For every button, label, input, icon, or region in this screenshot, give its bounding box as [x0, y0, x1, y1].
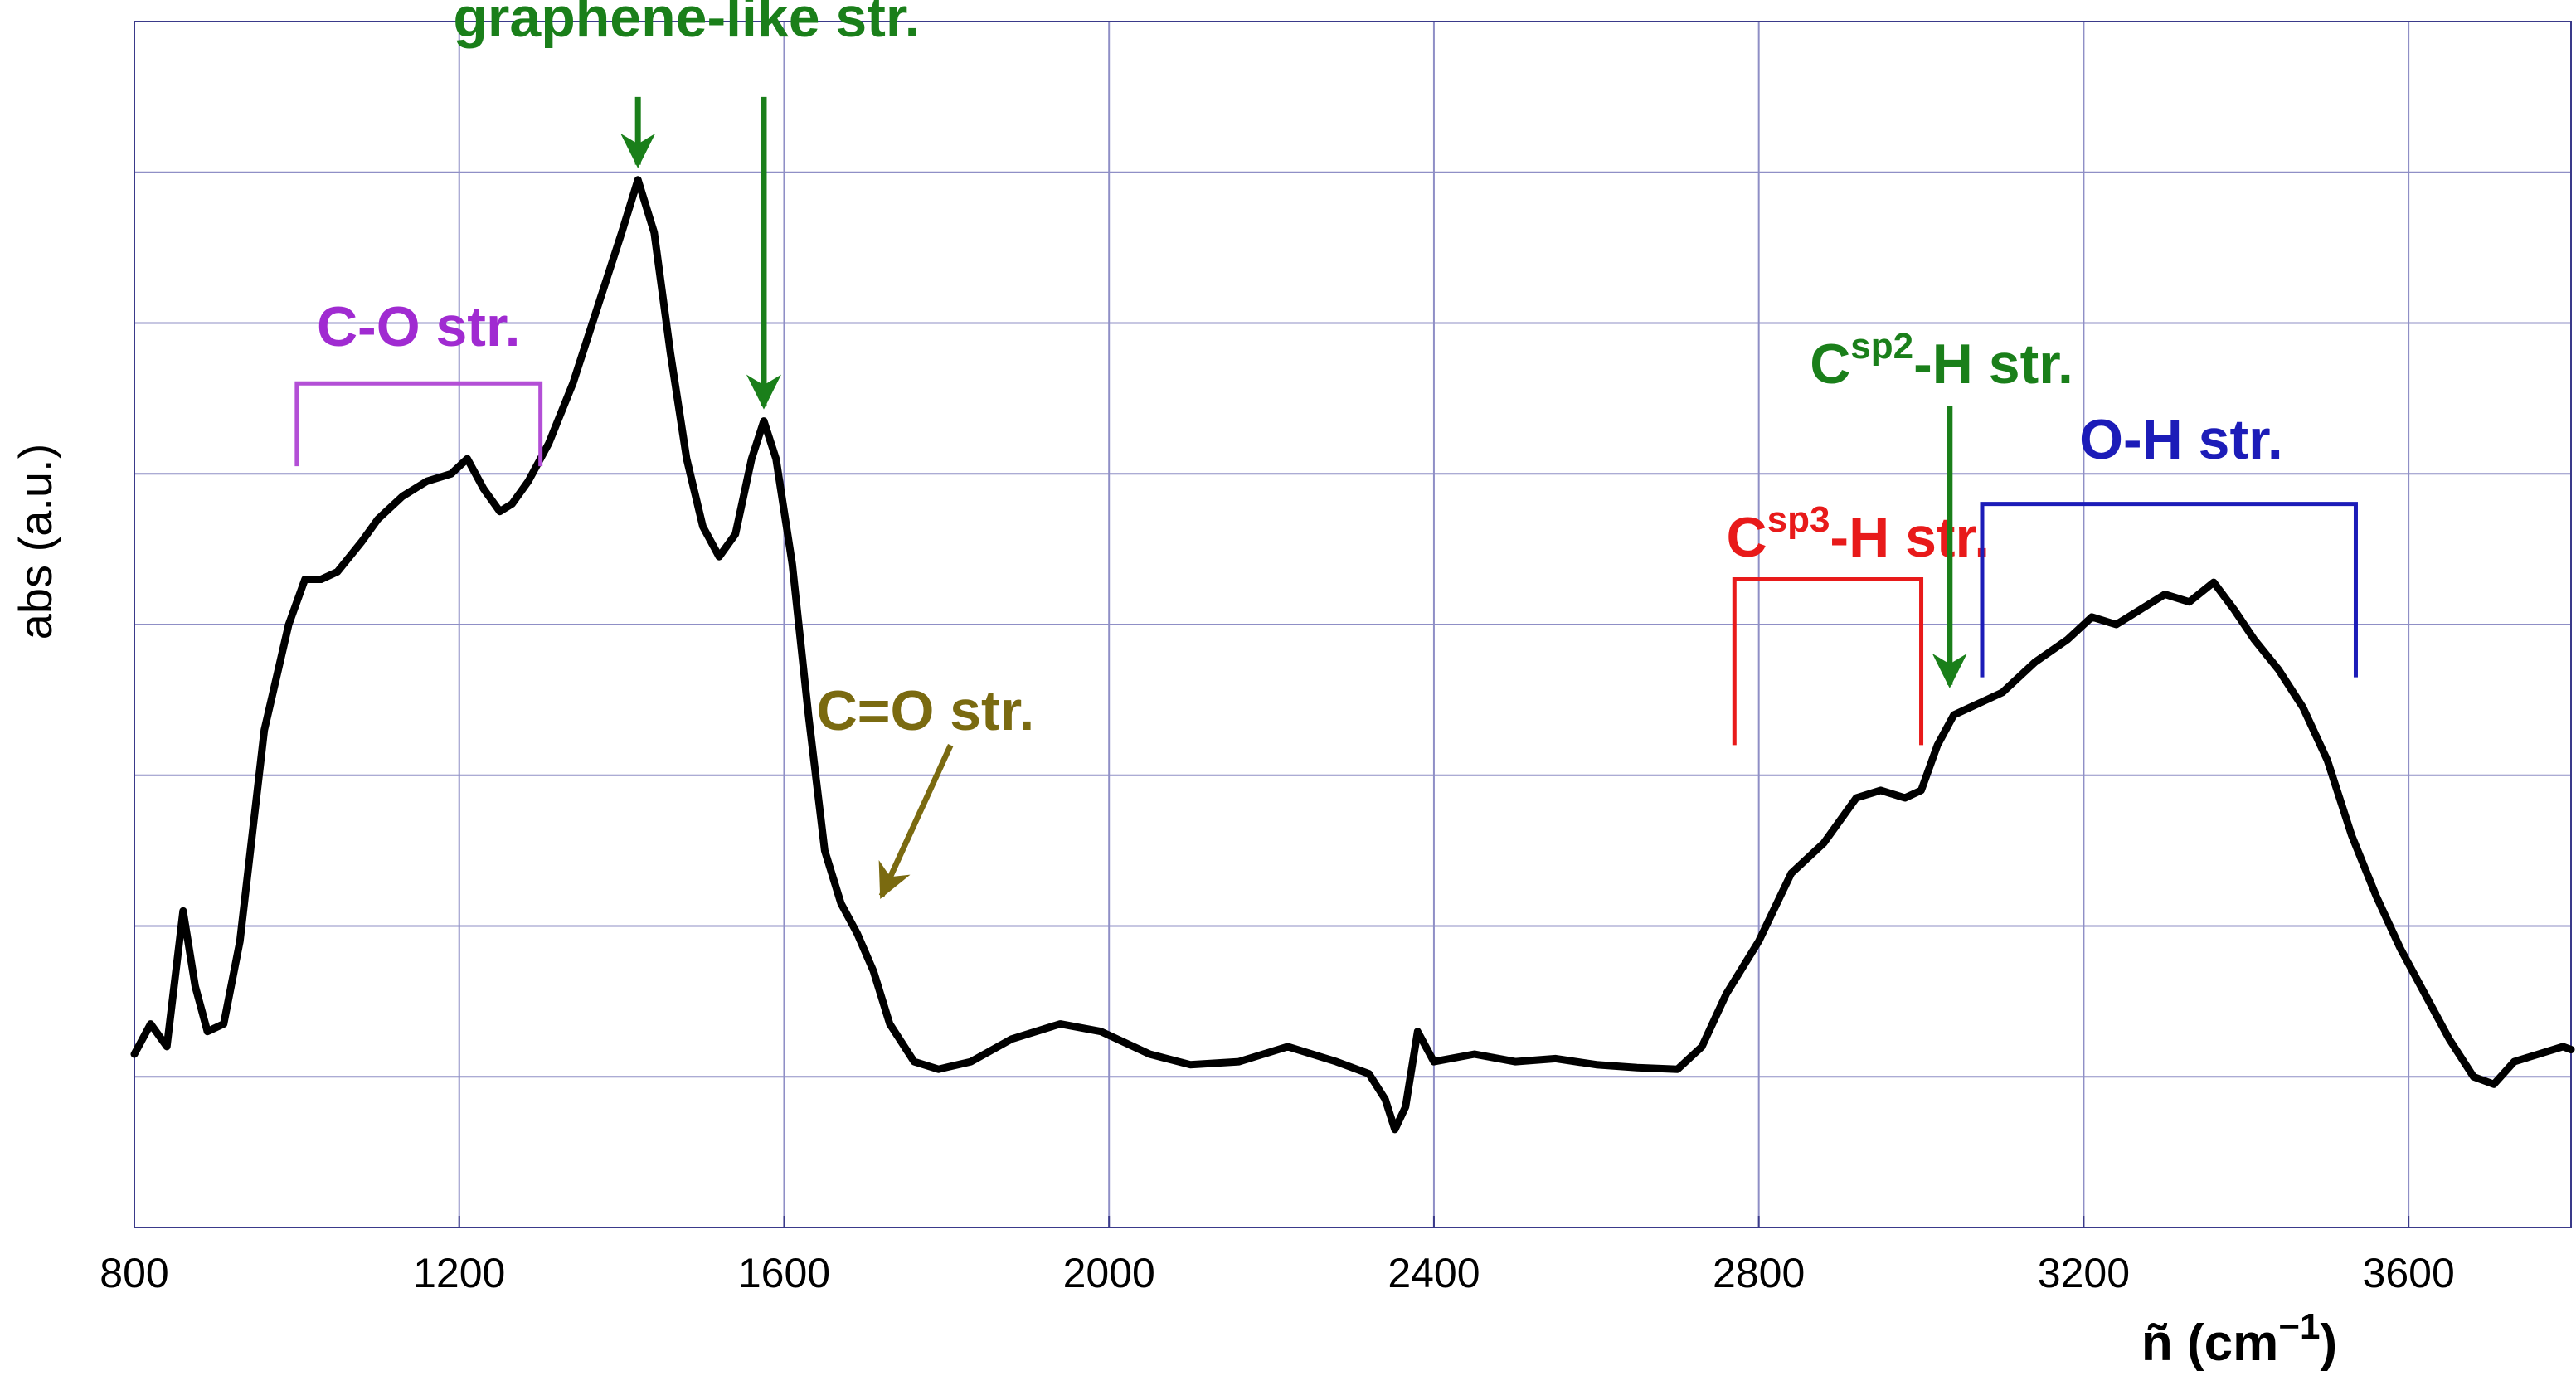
annotation-label-5: C=O str. [817, 679, 1035, 742]
annotation-label-9-sup: sp2 [1850, 326, 1913, 367]
annotation-label-7: Csp3-H str. [1726, 499, 1990, 569]
x-axis-label: ñ (cm−1) [2141, 1306, 2337, 1372]
annotation-label-3: C-O str. [317, 295, 521, 358]
x-tick-label-4: 2400 [1388, 1250, 1480, 1296]
annotation-label-9-base: C [1810, 333, 1850, 396]
x-axis-label-sup: −1 [2278, 1306, 2320, 1347]
annotation-label-7-base: C [1726, 506, 1767, 569]
x-tick-label-7: 3600 [2363, 1250, 2455, 1296]
x-tick-label-3: 2000 [1063, 1250, 1155, 1296]
annotation-label-11: O-H str. [2079, 408, 2283, 471]
series-line-0 [130, 176, 2575, 1134]
x-tick-label-0: 800 [100, 1250, 168, 1296]
x-tick-label-6: 3200 [2038, 1250, 2130, 1296]
x-tick-label-2: 1600 [738, 1250, 830, 1296]
x-axis-label-close: ) [2320, 1315, 2337, 1372]
x-axis-label-main: ñ (cm [2141, 1315, 2278, 1372]
annotations-layer: graphene-like str.C-O str.C=O str.Csp3-H… [294, 0, 2358, 899]
x-ticks: 800 1200 1600 2000 2400 2800 3200 3600 [100, 1216, 2455, 1296]
annotation-label-0: graphene-like str. [453, 0, 920, 49]
grid [134, 21, 2571, 1228]
series-layer [130, 176, 2575, 1134]
annotation-bracket-12 [1980, 502, 2358, 678]
annotation-bracket-8 [1732, 576, 1924, 746]
plot-frame [134, 21, 2572, 1228]
annotation-arrow-6 [878, 743, 954, 899]
annotation-label-7-sup: sp3 [1767, 499, 1830, 540]
annotation-bracket-4 [294, 381, 543, 467]
x-tick-label-1: 1200 [413, 1250, 505, 1296]
annotation-label-9: Csp2-H str. [1810, 326, 2073, 396]
annotation-label-7-tail: -H str. [1830, 506, 1990, 569]
annotation-label-9-tail: -H str. [1913, 333, 2073, 396]
y-axis-label: abs (a.u.) [9, 444, 61, 640]
x-tick-label-5: 2800 [1713, 1250, 1805, 1296]
